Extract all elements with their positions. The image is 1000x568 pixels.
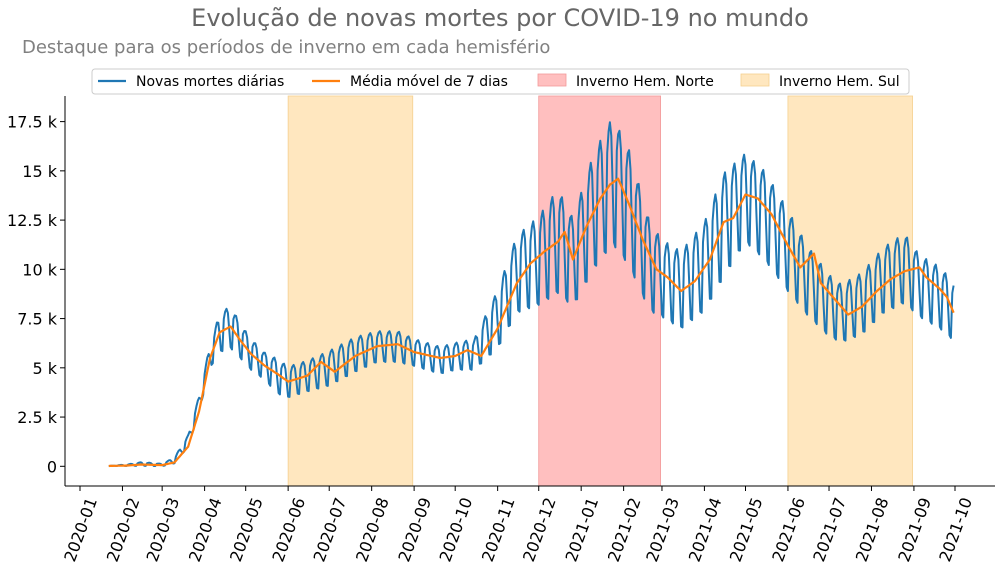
x-tick-label: 2020-08: [352, 495, 393, 564]
x-tick-label: 2020-09: [394, 495, 435, 564]
x-tick-label: 2020-12: [519, 495, 560, 564]
series-line-moving-average: [108, 177, 955, 468]
chart-title: Evolução de novas mortes por COVID-19 no…: [191, 4, 809, 32]
series-layer: [108, 121, 955, 468]
x-tick-label: 2021-01: [561, 495, 602, 564]
x-tick-label: 2021-02: [604, 495, 645, 564]
x-tick-label: 2020-04: [185, 495, 226, 564]
y-tick-label: 5 k: [32, 359, 57, 378]
x-tick-label: 2021-09: [894, 495, 935, 564]
x-tick-label: 2020-07: [310, 495, 351, 564]
x-tick-label: 2021-05: [726, 495, 767, 564]
x-tick-label: 2021-06: [768, 495, 809, 564]
legend-label: Inverno Hem. Norte: [576, 74, 714, 90]
x-tick-label: 2021-03: [642, 495, 683, 564]
x-tick-label: 2020-05: [226, 495, 267, 564]
legend-swatch: [537, 73, 567, 87]
legend-label: Inverno Hem. Sul: [779, 74, 900, 90]
winter-band-0: [287, 95, 414, 487]
series-line-daily-deaths: [108, 121, 955, 467]
x-tick-label: 2021-04: [685, 495, 726, 564]
y-tick-label: 12.5 k: [7, 211, 58, 230]
x-tick-label: 2020-01: [60, 495, 101, 564]
y-tick-label: 10 k: [22, 260, 57, 279]
x-tick-label: 2020-06: [268, 495, 309, 564]
y-tick-label: 2.5 k: [17, 408, 58, 427]
legend-swatch: [740, 73, 770, 87]
y-tick-label: 15 k: [22, 162, 57, 181]
y-tick-label: 0: [47, 457, 57, 476]
y-tick-label: 17.5 k: [7, 113, 58, 132]
x-tick-label: 2020-10: [436, 495, 477, 564]
x-tick-label: 2021-10: [935, 495, 976, 564]
legend-box: [91, 68, 910, 95]
legend-label: Novas mortes diárias: [136, 74, 284, 90]
x-tick-label: 2021-08: [852, 495, 893, 564]
winter-band-1: [538, 95, 661, 487]
x-tick-label: 2020-11: [478, 495, 519, 564]
legend-label: Média móvel de 7 dias: [350, 74, 508, 90]
legend: Novas mortes diárias Média móvel de 7 dia…: [91, 68, 910, 95]
chart-subtitle: Destaque para os períodos de inverno em …: [22, 37, 550, 58]
winter-bands: [287, 95, 913, 487]
y-tick-label: 7.5 k: [17, 310, 58, 329]
x-tick-label: 2020-03: [142, 495, 183, 564]
x-tick-label: 2021-07: [809, 495, 850, 564]
x-tick-label: 2020-02: [103, 495, 144, 564]
